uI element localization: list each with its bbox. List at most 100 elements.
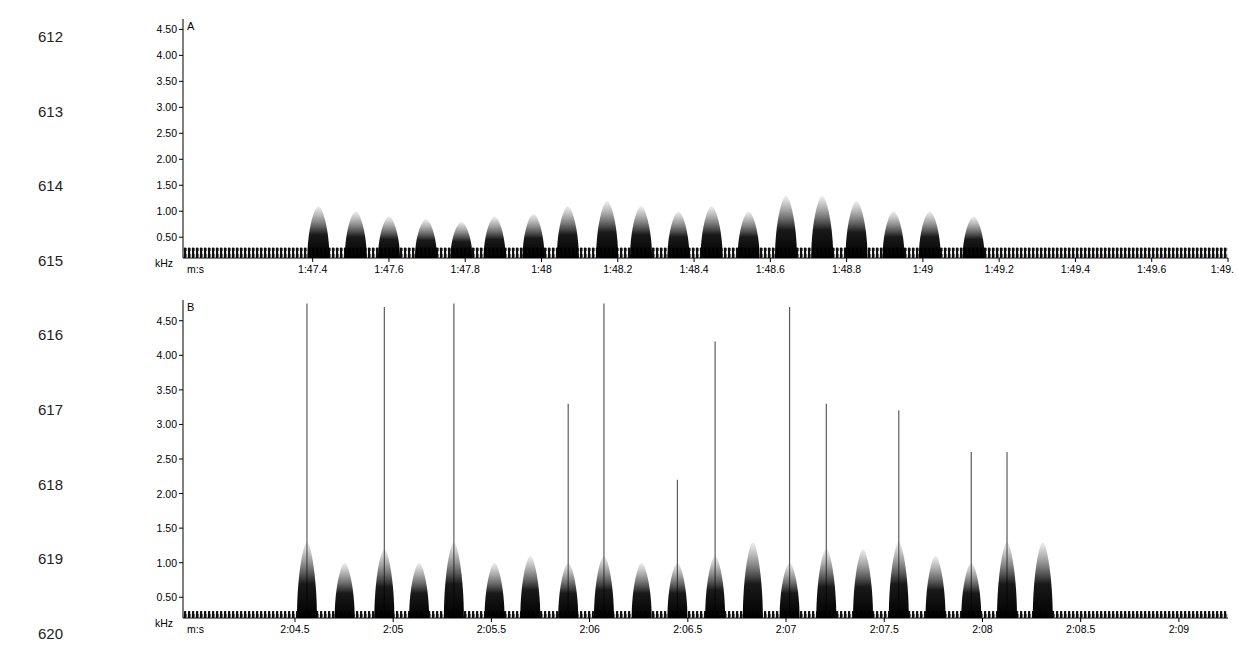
y-tick bbox=[179, 211, 183, 212]
y-tick-label: 4.00 bbox=[157, 349, 178, 361]
pulse bbox=[409, 563, 429, 618]
x-tick bbox=[846, 258, 847, 262]
y-tick-label: 2.50 bbox=[157, 127, 178, 139]
x-tick bbox=[786, 618, 787, 622]
y-tick bbox=[179, 459, 183, 460]
pulse bbox=[450, 222, 472, 258]
panel: 0.501.001.502.002.503.003.504.004.502:04… bbox=[155, 300, 1228, 635]
y-tick bbox=[179, 55, 183, 56]
y-tick bbox=[179, 320, 183, 321]
y-tick-label: 1.00 bbox=[157, 205, 178, 217]
figure: 6126136146156166176186196200.501.001.502… bbox=[0, 0, 1238, 658]
y-axis-label: kHz bbox=[155, 617, 173, 629]
pulse bbox=[701, 206, 723, 258]
x-tick-label: 1:49 bbox=[913, 263, 934, 275]
y-tick bbox=[179, 389, 183, 390]
x-tick bbox=[999, 258, 1000, 262]
x-tick-label: 2:06.5 bbox=[673, 623, 702, 635]
pulse bbox=[378, 216, 400, 258]
x-tick-label: 2:05 bbox=[383, 623, 404, 635]
line-number: 617 bbox=[38, 401, 63, 418]
pulse bbox=[520, 556, 540, 618]
x-tick bbox=[541, 258, 542, 262]
line-number: 620 bbox=[38, 625, 63, 642]
x-tick bbox=[1178, 618, 1179, 622]
pulse bbox=[961, 563, 981, 618]
pulse bbox=[335, 563, 355, 618]
x-tick-label: 1:48.8 bbox=[832, 263, 861, 275]
x-tick bbox=[312, 258, 313, 262]
y-axis bbox=[183, 19, 184, 258]
x-tick bbox=[491, 618, 492, 622]
x-tick-label: 1:48.4 bbox=[679, 263, 708, 275]
pulse bbox=[775, 196, 797, 258]
y-tick-label: 3.50 bbox=[157, 75, 178, 87]
plot-area bbox=[183, 303, 1228, 618]
pulse bbox=[853, 549, 873, 618]
pulse bbox=[705, 556, 725, 618]
line-number: 612 bbox=[38, 28, 63, 45]
y-tick-label: 4.00 bbox=[157, 49, 178, 61]
pulse bbox=[738, 211, 760, 258]
plot-area bbox=[183, 196, 1228, 258]
y-tick-label: 1.00 bbox=[157, 557, 178, 569]
x-axis bbox=[183, 258, 1228, 259]
pulse bbox=[963, 216, 985, 258]
x-tick bbox=[1080, 618, 1081, 622]
x-tick-label: 2:07 bbox=[776, 623, 797, 635]
pulse bbox=[1033, 542, 1053, 618]
x-tick bbox=[1228, 258, 1229, 262]
pulse bbox=[811, 196, 833, 258]
y-tick bbox=[179, 493, 183, 494]
x-tick bbox=[1151, 258, 1152, 262]
pulse bbox=[926, 556, 946, 618]
pulse bbox=[374, 549, 394, 618]
y-tick bbox=[179, 528, 183, 529]
pulse bbox=[444, 542, 464, 618]
pulse bbox=[632, 563, 652, 618]
y-tick bbox=[179, 562, 183, 563]
x-tick bbox=[617, 258, 618, 262]
x-axis-label: m:s bbox=[187, 623, 204, 635]
pulse bbox=[484, 216, 506, 258]
y-tick-label: 4.50 bbox=[157, 315, 178, 327]
line-number: 618 bbox=[38, 476, 63, 493]
x-tick bbox=[388, 258, 389, 262]
y-tick-label: 3.00 bbox=[157, 418, 178, 430]
x-tick-label: 1:48.2 bbox=[603, 263, 632, 275]
y-axis-label: kHz bbox=[155, 257, 173, 269]
line-number: 614 bbox=[38, 177, 63, 194]
x-tick-label: 1:48 bbox=[531, 263, 552, 275]
x-tick bbox=[589, 618, 590, 622]
x-tick-label: 1:49.6 bbox=[1137, 263, 1166, 275]
y-tick-label: 1.50 bbox=[157, 522, 178, 534]
pulse bbox=[596, 201, 618, 258]
y-tick-label: 2.50 bbox=[157, 453, 178, 465]
x-tick-label: 1:48.6 bbox=[756, 263, 785, 275]
pulse bbox=[522, 214, 544, 258]
pulse bbox=[919, 211, 941, 258]
x-tick-label: 1:47.4 bbox=[298, 263, 327, 275]
x-tick-label: 2:08 bbox=[972, 623, 993, 635]
pulse bbox=[883, 211, 905, 258]
pulse bbox=[485, 563, 505, 618]
pulse bbox=[415, 219, 437, 258]
pulse bbox=[997, 542, 1017, 618]
x-tick bbox=[694, 258, 695, 262]
line-number: 615 bbox=[38, 252, 63, 269]
pulse bbox=[667, 563, 687, 618]
pulse bbox=[558, 563, 578, 618]
pulse bbox=[345, 211, 367, 258]
y-tick bbox=[179, 133, 183, 134]
pulse bbox=[889, 542, 909, 618]
y-tick bbox=[179, 237, 183, 238]
pulse bbox=[780, 563, 800, 618]
y-tick bbox=[179, 185, 183, 186]
x-tick-label: 1:47.6 bbox=[374, 263, 403, 275]
x-tick bbox=[465, 258, 466, 262]
x-tick bbox=[770, 258, 771, 262]
pulse bbox=[846, 201, 868, 258]
panel-letter: B bbox=[187, 301, 194, 313]
x-tick-label: 2:06 bbox=[579, 623, 600, 635]
pulse bbox=[307, 206, 329, 258]
